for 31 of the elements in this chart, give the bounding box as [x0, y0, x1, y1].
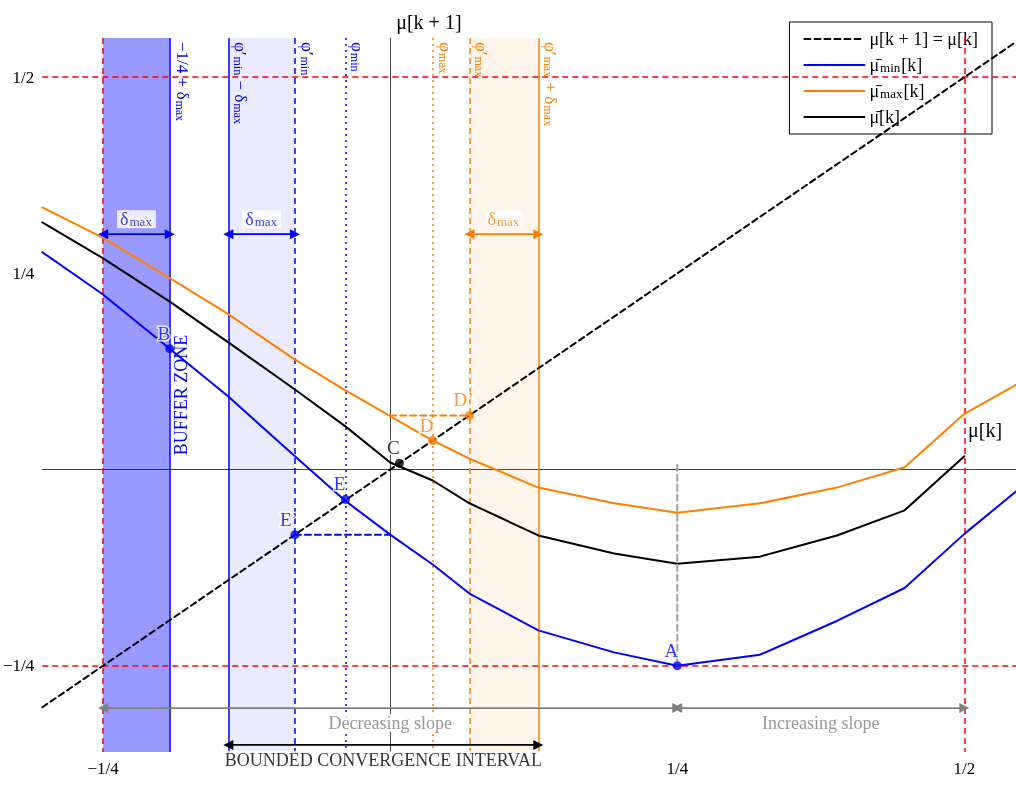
- x-axis-title: μ[k]: [968, 418, 1003, 442]
- ref-line-label: φ′max: [472, 42, 492, 78]
- ref-line-label: φmin: [348, 42, 368, 72]
- x-tick-label: 1/4: [666, 759, 689, 778]
- annotation: δmax: [120, 209, 153, 230]
- annotation: BOUNDED CONVERGENCE INTERVAL: [224, 749, 542, 770]
- annotation: δmax: [245, 209, 278, 230]
- y-axis-title: μ[k + 1]: [396, 11, 462, 34]
- ref-line-label: φ′min: [297, 42, 317, 76]
- annotation: D: [419, 414, 434, 436]
- y-tick-label: 1/2: [12, 67, 35, 87]
- x-tick-label: 1/2: [953, 759, 976, 778]
- band-label: BUFFER ZONE: [171, 334, 192, 456]
- annotation: Increasing slope: [762, 713, 880, 734]
- ref-line-label: φ′min − δmax: [231, 42, 251, 124]
- y-tick-label: 1/4: [12, 263, 35, 283]
- ref-line-label: φmax: [435, 42, 455, 74]
- annotation: D’: [453, 389, 474, 411]
- x-tick-label: −1/4: [87, 759, 120, 778]
- legend-label: μ̄min[k]: [869, 55, 923, 75]
- ref-line-label: φ′max + δmax: [541, 42, 561, 126]
- annotation: δmax: [487, 209, 520, 230]
- legend-label: μ̄max[k]: [869, 81, 925, 101]
- legend-label: μ[k + 1] = μ[k]: [869, 29, 979, 49]
- y-tick-label: −1/4: [3, 656, 35, 676]
- annotation: A: [664, 639, 679, 661]
- annotation: Decreasing slope: [328, 713, 452, 734]
- annotation: E: [333, 473, 346, 495]
- legend-label: μ̄[k]: [869, 107, 901, 127]
- ref-line-label: −1/4 + δmax: [172, 42, 192, 122]
- annotation: E’: [279, 508, 298, 530]
